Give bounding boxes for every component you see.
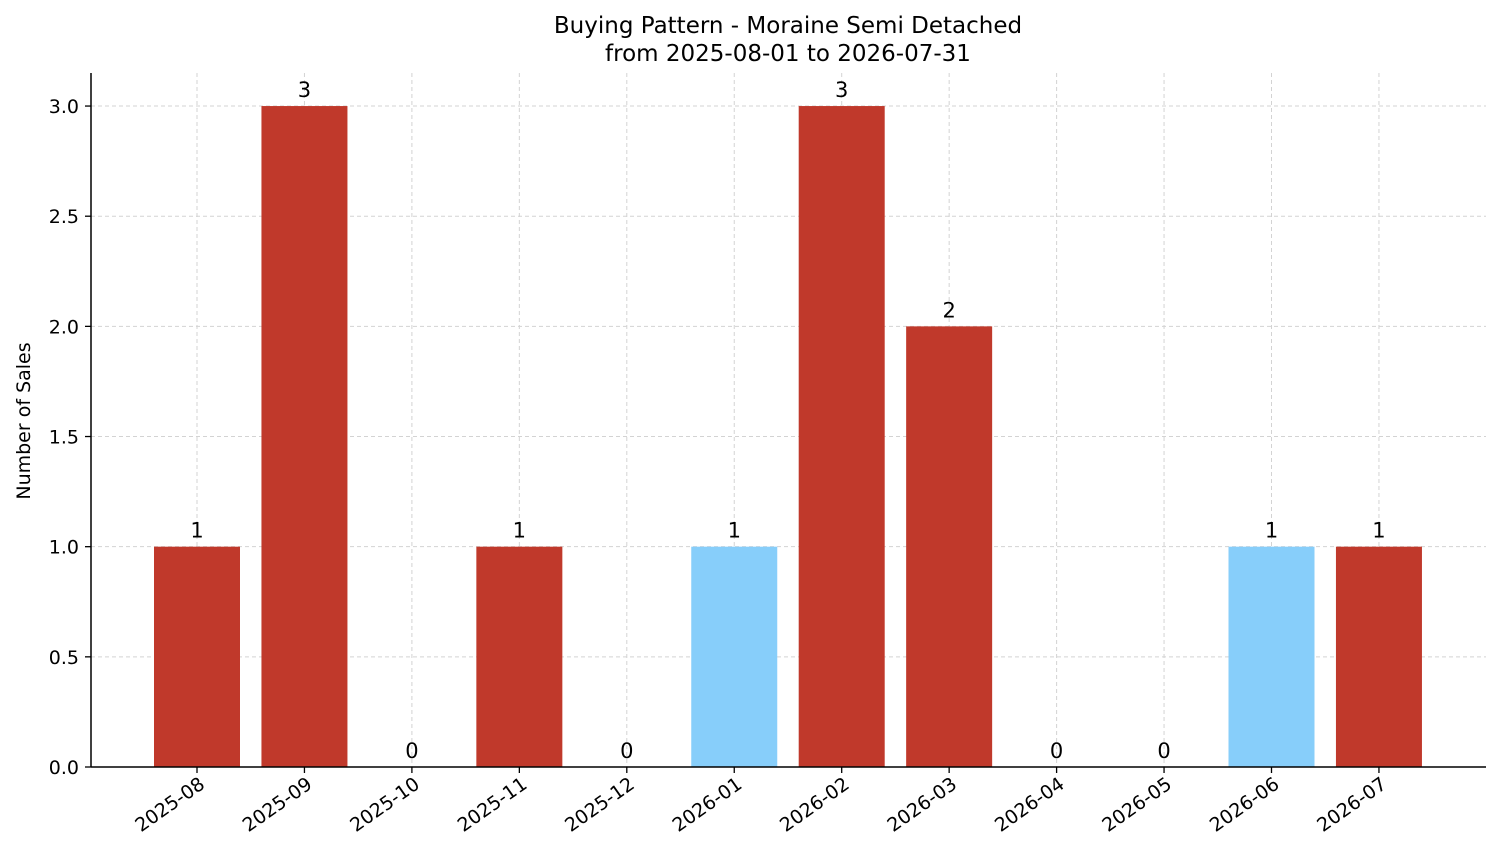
x-tick-label: 2026-03 [883, 773, 961, 837]
x-ticks: 2025-08 2025-09 2025-10 2025-11 2025-12 2026-… [131, 767, 1391, 837]
bar-2026-03 [906, 326, 993, 767]
x-tick-label: 2026-07 [1313, 773, 1391, 837]
y-tick-label: 3.0 [49, 96, 79, 118]
data-label-2026-03: 2 [942, 298, 955, 322]
data-label-2026-06: 1 [1265, 519, 1278, 543]
x-tick-label: 2025-09 [239, 773, 317, 837]
bar-2025-08 [154, 546, 240, 767]
x-tick-label: 2026-02 [776, 773, 854, 837]
y-tick-label: 2.5 [49, 206, 79, 228]
y-tick-label: 1.5 [49, 427, 79, 449]
data-label-2025-11: 1 [513, 519, 526, 543]
x-tick-label: 2025-08 [131, 773, 209, 837]
axes [90, 73, 1486, 768]
chart-subtitle: from 2025-08-01 to 2026-07-31 [605, 41, 971, 67]
data-label-2026-04: 0 [1050, 739, 1063, 763]
bar-2025-11 [476, 546, 563, 767]
bar-2025-09 [261, 106, 348, 768]
bar-2026-02 [798, 106, 885, 768]
x-tick-label: 2026-05 [1098, 773, 1176, 837]
data-label-2025-10: 0 [405, 739, 418, 763]
x-tick-label: 2025-10 [346, 773, 424, 837]
x-tick-label: 2026-06 [1206, 773, 1284, 837]
data-label-2026-07: 1 [1372, 519, 1385, 543]
data-label-2025-08: 1 [190, 519, 203, 543]
bar-2026-06 [1228, 546, 1315, 767]
y-tick-label: 1.0 [49, 537, 79, 559]
chart-title: Buying Pattern - Moraine Semi Detached [554, 13, 1022, 39]
y-tick-label: 0.0 [49, 757, 79, 779]
x-tick-label: 2026-04 [991, 773, 1069, 837]
y-axis-label: Number of Sales [13, 342, 35, 499]
data-labels: 1 3 0 1 0 1 3 2 0 0 1 1 [190, 78, 1385, 763]
data-label-2025-09: 3 [298, 78, 311, 102]
y-tick-label: 2.0 [49, 316, 79, 338]
data-label-2026-02: 3 [835, 78, 848, 102]
y-tick-label: 0.5 [49, 647, 79, 669]
data-label-2026-05: 0 [1157, 739, 1170, 763]
bar-2026-07 [1335, 546, 1422, 767]
x-tick-label: 2026-01 [668, 773, 746, 837]
bar-2026-01 [691, 546, 778, 767]
y-ticks: 0.0 0.5 1.0 1.5 2.0 2.5 3.0 [49, 96, 91, 779]
x-tick-label: 2025-11 [454, 773, 532, 837]
data-label-2025-12: 0 [620, 739, 633, 763]
x-tick-label: 2025-12 [561, 773, 639, 837]
bars [154, 106, 1422, 768]
data-label-2026-01: 1 [728, 519, 741, 543]
